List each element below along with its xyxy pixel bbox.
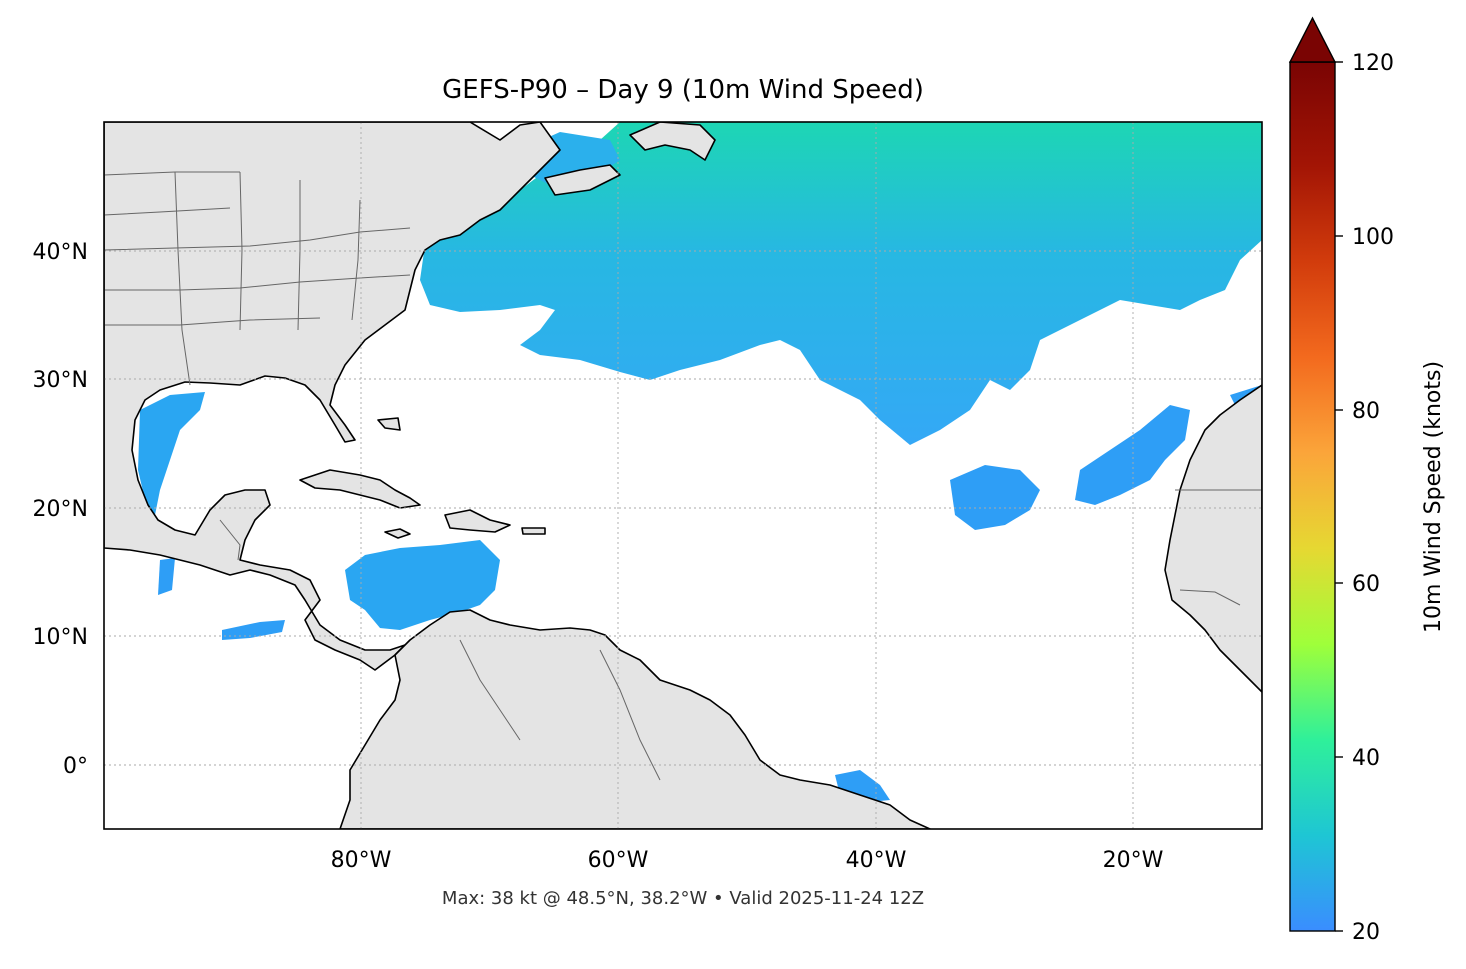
colorbar-bar bbox=[1289, 61, 1336, 932]
nova-scotia bbox=[544, 164, 621, 196]
colorbar-tick-label: 60 bbox=[1352, 572, 1380, 597]
lat-axis-labels: 40°N 30°N 20°N 10°N 0° bbox=[33, 240, 88, 779]
colorbar-label: 10m Wind Speed (knots) bbox=[1421, 361, 1446, 633]
lon-label: 40°W bbox=[846, 848, 907, 873]
political-boundaries bbox=[104, 171, 1262, 781]
lat-label: 30°N bbox=[33, 368, 88, 393]
lat-label: 0° bbox=[63, 754, 88, 779]
colorbar-extend-arrow bbox=[1288, 16, 1337, 63]
colorbar-tick-label: 120 bbox=[1352, 51, 1394, 76]
lon-axis-labels: 80°W 60°W 40°W 20°W bbox=[331, 848, 1164, 873]
lat-label: 20°N bbox=[33, 497, 88, 522]
bahamas bbox=[377, 417, 401, 431]
wind-region-east-cells-2 bbox=[950, 465, 1040, 530]
jamaica bbox=[384, 528, 411, 539]
lon-label: 60°W bbox=[588, 848, 649, 873]
map-frame bbox=[103, 121, 1263, 830]
lat-label: 10°N bbox=[33, 625, 88, 650]
land-masses bbox=[104, 122, 1262, 829]
cuba bbox=[299, 469, 421, 509]
map-title: GEFS-P90 – Day 9 (10m Wind Speed) bbox=[442, 75, 924, 105]
wind-region-caribbean bbox=[345, 540, 500, 630]
hispaniola bbox=[444, 509, 511, 533]
wind-region-east-cells bbox=[1075, 405, 1190, 505]
wind-region-pacific-1 bbox=[158, 558, 175, 595]
lon-label: 80°W bbox=[331, 848, 392, 873]
newfoundland bbox=[629, 122, 716, 161]
footer-note: Max: 38 kt @ 48.5°N, 38.2°W • Valid 2025… bbox=[442, 888, 924, 909]
africa bbox=[1164, 384, 1262, 693]
lat-label: 40°N bbox=[33, 240, 88, 265]
colorbar-tick-label: 80 bbox=[1352, 399, 1380, 424]
colorbar-tick-labels: 20 40 60 80 100 120 bbox=[1352, 51, 1394, 945]
colorbar-tick-label: 100 bbox=[1352, 225, 1394, 250]
gridlines bbox=[104, 122, 1262, 829]
wind-region-north-atlantic bbox=[420, 122, 1262, 445]
colorbar-ticks bbox=[1335, 61, 1343, 932]
wind-region-gulf bbox=[138, 392, 205, 515]
puerto-rico bbox=[521, 527, 546, 535]
colorbar-tick-label: 20 bbox=[1352, 920, 1380, 945]
map-area bbox=[104, 122, 1262, 829]
wind-region-pacific-2 bbox=[222, 620, 285, 640]
south-america bbox=[339, 609, 931, 829]
colorbar: 20 40 60 80 100 120 10m Wind Speed (knot… bbox=[1288, 16, 1446, 945]
north-america bbox=[104, 122, 561, 671]
colorbar-tick-label: 40 bbox=[1352, 746, 1380, 771]
lon-label: 20°W bbox=[1103, 848, 1164, 873]
